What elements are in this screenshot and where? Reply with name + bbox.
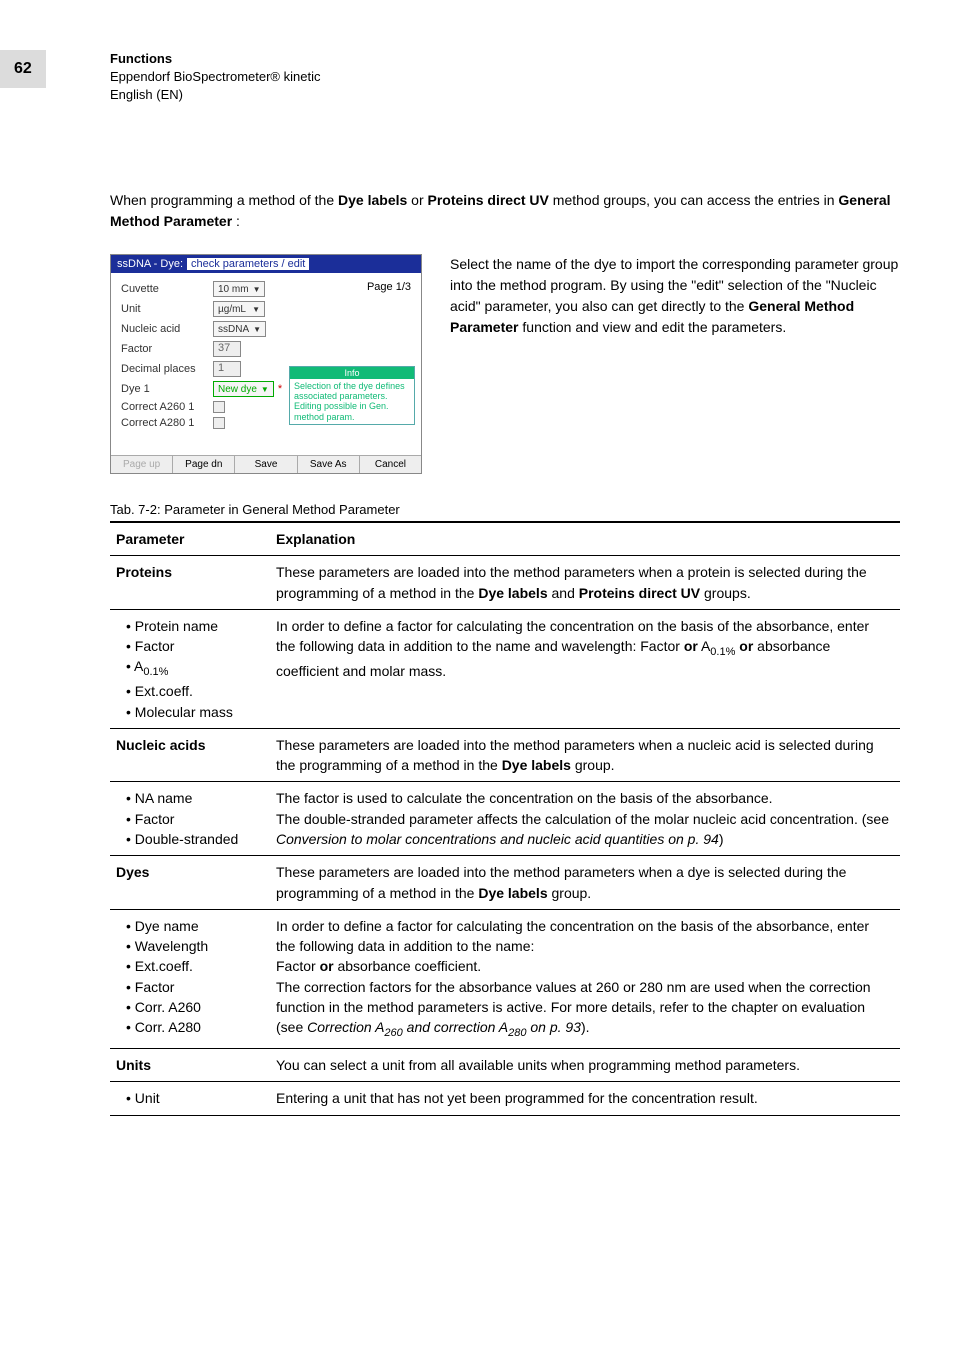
list-item: Dye name xyxy=(126,916,262,936)
row-dyes: Dyes These parameters are loaded into th… xyxy=(110,856,900,910)
na-items-expl: The factor is used to calculate the conc… xyxy=(270,782,900,856)
two-column-section: ssDNA - Dye: check parameters / edit Pag… xyxy=(110,254,900,474)
screenshot-body: Page 1/3 Cuvette 10 mm▼ Unit µg/mL▼ Nucl… xyxy=(111,273,421,455)
chevron-down-icon: ▼ xyxy=(253,325,261,334)
dyes-label: Dyes xyxy=(116,864,149,880)
na-item-list: NA name Factor Double-stranded xyxy=(116,788,262,849)
units-label: Units xyxy=(116,1057,151,1073)
factor-label: Factor xyxy=(121,343,213,355)
dyes-expl: These parameters are loaded into the met… xyxy=(270,856,900,910)
intro-text: method groups, you can access the entrie… xyxy=(553,192,839,208)
proteins-expl: These parameters are loaded into the met… xyxy=(270,556,900,610)
row-proteins-items: Protein name Factor A0.1% Ext.coeff. Mol… xyxy=(110,609,900,728)
list-item: Corr. A260 xyxy=(126,997,262,1017)
screenshot-title-prefix: ssDNA - Dye: xyxy=(117,258,183,270)
chevron-down-icon: ▼ xyxy=(252,305,260,314)
intro-text: or xyxy=(411,192,427,208)
c280-checkbox[interactable] xyxy=(213,417,225,429)
list-item: Protein name xyxy=(126,616,262,636)
page-up-button: Page up xyxy=(111,456,173,473)
c260-label: Correct A260 1 xyxy=(121,401,213,413)
dp-label: Decimal places xyxy=(121,363,213,375)
row-proteins: Proteins These parameters are loaded int… xyxy=(110,556,900,610)
proteins-item-list: Protein name Factor A0.1% Ext.coeff. Mol… xyxy=(116,616,262,722)
page-body: When programming a method of the Dye lab… xyxy=(110,190,900,1116)
intro-text: : xyxy=(236,213,240,229)
screenshot-titlebar: ssDNA - Dye: check parameters / edit xyxy=(111,255,421,273)
list-item: Ext.coeff. xyxy=(126,956,262,976)
intro-bold-2: Proteins direct UV xyxy=(428,192,549,208)
units-items-expl: Entering a unit that has not yet been pr… xyxy=(270,1082,900,1115)
na-label: Nucleic acid xyxy=(121,323,213,335)
na-dropdown[interactable]: ssDNA▼ xyxy=(213,321,266,337)
list-item: NA name xyxy=(126,788,262,808)
page-header: Functions Eppendorf BioSpectrometer® kin… xyxy=(110,50,320,105)
proteins-label: Proteins xyxy=(116,564,172,580)
intro-bold-1: Dye labels xyxy=(338,192,407,208)
list-item: Unit xyxy=(126,1088,262,1108)
chevron-down-icon: ▼ xyxy=(261,385,269,394)
dyes-items-expl: In order to define a factor for calculat… xyxy=(270,909,900,1048)
table-caption: Tab. 7-2: Parameter in General Method Pa… xyxy=(110,502,900,517)
page: 62 Functions Eppendorf BioSpectrometer® … xyxy=(0,0,954,1350)
header-product: Eppendorf BioSpectrometer® kinetic xyxy=(110,68,320,86)
row-nucleic-acid: Nucleic acid ssDNA▼ xyxy=(121,321,411,337)
row-unit: Unit µg/mL▼ xyxy=(121,301,411,317)
screenshot-title-sub: check parameters / edit xyxy=(187,258,309,270)
dye1-dropdown[interactable]: New dye▼ xyxy=(213,381,274,397)
info-box-header: Info xyxy=(290,367,414,379)
save-as-button[interactable]: Save As xyxy=(298,456,360,473)
units-item-list: Unit xyxy=(116,1088,262,1108)
list-item: Factor xyxy=(126,809,262,829)
cuvette-dropdown[interactable]: 10 mm▼ xyxy=(213,281,265,297)
row-units: Units You can select a unit from all ava… xyxy=(110,1049,900,1082)
list-item: Factor xyxy=(126,977,262,997)
list-item: A0.1% xyxy=(126,656,262,681)
desc-text: function and view and edit the parameter… xyxy=(522,319,786,335)
cancel-button[interactable]: Cancel xyxy=(360,456,421,473)
screenshot-description: Select the name of the dye to import the… xyxy=(450,254,900,474)
na-expl: These parameters are loaded into the met… xyxy=(270,728,900,782)
asterisk-icon: * xyxy=(278,383,282,395)
na-label: Nucleic acids xyxy=(116,737,206,753)
screenshot-buttons: Page up Page dn Save Save As Cancel xyxy=(111,455,421,473)
unit-label: Unit xyxy=(121,303,213,315)
col-parameter: Parameter xyxy=(110,522,270,556)
unit-dropdown[interactable]: µg/mL▼ xyxy=(213,301,265,317)
screenshot-page-indicator: Page 1/3 xyxy=(367,281,411,293)
list-item: Molecular mass xyxy=(126,702,262,722)
chevron-down-icon: ▼ xyxy=(253,285,261,294)
header-lang: English (EN) xyxy=(110,86,320,104)
proteins-items-expl: In order to define a factor for calculat… xyxy=(270,609,900,728)
save-button[interactable]: Save xyxy=(235,456,297,473)
dyes-item-list: Dye name Wavelength Ext.coeff. Factor Co… xyxy=(116,916,262,1038)
units-expl: You can select a unit from all available… xyxy=(270,1049,900,1082)
list-item: Corr. A280 xyxy=(126,1017,262,1037)
dye1-label: Dye 1 xyxy=(121,383,213,395)
c260-checkbox[interactable] xyxy=(213,401,225,413)
list-item: Double-stranded xyxy=(126,829,262,849)
row-nucleic-acids: Nucleic acids These parameters are loade… xyxy=(110,728,900,782)
list-item: Ext.coeff. xyxy=(126,681,262,701)
row-units-items: Unit Entering a unit that has not yet be… xyxy=(110,1082,900,1115)
page-number: 62 xyxy=(0,50,46,88)
intro-text: When programming a method of the xyxy=(110,192,338,208)
info-box: Info Selection of the dye defines associ… xyxy=(289,366,415,425)
row-dyes-items: Dye name Wavelength Ext.coeff. Factor Co… xyxy=(110,909,900,1048)
cuvette-label: Cuvette xyxy=(121,283,213,295)
page-dn-button[interactable]: Page dn xyxy=(173,456,235,473)
list-item: Factor xyxy=(126,636,262,656)
intro-paragraph: When programming a method of the Dye lab… xyxy=(110,190,900,232)
header-section: Functions xyxy=(110,50,320,68)
parameter-table: Parameter Explanation Proteins These par… xyxy=(110,521,900,1116)
info-box-body: Selection of the dye defines associated … xyxy=(290,379,414,424)
row-factor: Factor 37 xyxy=(121,341,411,357)
row-na-items: NA name Factor Double-stranded The facto… xyxy=(110,782,900,856)
dp-field[interactable]: 1 xyxy=(213,361,241,377)
col-explanation: Explanation xyxy=(270,522,900,556)
device-screenshot: ssDNA - Dye: check parameters / edit Pag… xyxy=(110,254,422,474)
c280-label: Correct A280 1 xyxy=(121,417,213,429)
factor-field[interactable]: 37 xyxy=(213,341,241,357)
list-item: Wavelength xyxy=(126,936,262,956)
